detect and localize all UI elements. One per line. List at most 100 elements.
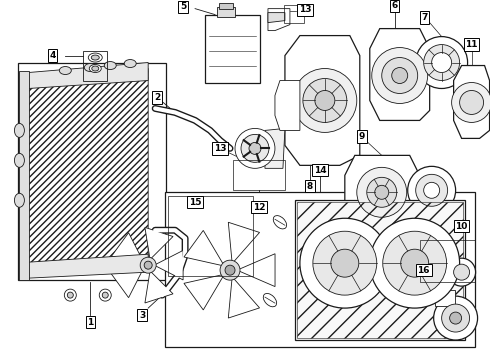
Circle shape [300,218,390,308]
Text: 5: 5 [180,2,186,11]
Text: 9: 9 [359,132,365,141]
Text: 6: 6 [392,1,398,10]
Polygon shape [275,81,300,130]
Circle shape [249,143,261,154]
Bar [219,3,233,9]
Text: 12: 12 [253,203,265,212]
Ellipse shape [263,293,277,307]
Circle shape [303,78,347,122]
Text: 15: 15 [189,198,201,207]
Ellipse shape [14,123,24,138]
Polygon shape [345,156,419,230]
Circle shape [370,218,460,308]
Bar [165,192,475,347]
Circle shape [313,231,377,295]
Ellipse shape [104,62,116,69]
Circle shape [450,312,462,324]
Bar [20,71,29,280]
Circle shape [383,231,447,295]
Polygon shape [145,228,173,260]
Circle shape [375,185,389,199]
Circle shape [67,292,74,298]
Circle shape [220,260,240,280]
Bar [19,63,166,280]
Text: 8: 8 [307,182,313,191]
Circle shape [315,90,335,111]
Ellipse shape [14,153,24,167]
Circle shape [144,261,152,269]
Circle shape [357,167,407,217]
Ellipse shape [88,53,102,62]
Circle shape [293,68,357,132]
Text: 13: 13 [214,144,226,153]
Ellipse shape [84,63,96,72]
Circle shape [382,58,417,94]
Ellipse shape [91,55,99,60]
Circle shape [424,45,460,81]
Polygon shape [268,9,290,31]
Circle shape [235,129,275,168]
Circle shape [241,134,269,162]
Polygon shape [285,36,360,165]
Circle shape [452,82,490,122]
Circle shape [416,37,467,89]
Text: 11: 11 [466,40,478,49]
Polygon shape [370,28,430,121]
Ellipse shape [273,216,287,229]
Circle shape [434,296,478,340]
Bar [297,202,463,338]
Polygon shape [228,277,260,318]
Circle shape [441,304,469,332]
Circle shape [448,258,476,286]
Text: 13: 13 [298,5,311,14]
Circle shape [102,292,108,298]
Polygon shape [145,271,173,303]
Circle shape [99,289,111,301]
Polygon shape [154,251,183,280]
Bar [435,290,455,306]
Polygon shape [454,66,490,138]
Circle shape [331,249,359,277]
Polygon shape [111,233,144,262]
Text: 10: 10 [455,222,468,231]
Ellipse shape [14,193,24,207]
Bar [205,15,260,82]
Circle shape [416,174,448,206]
Polygon shape [265,129,285,168]
Circle shape [424,182,440,198]
Text: 7: 7 [421,13,428,22]
Polygon shape [28,68,148,272]
Bar [419,240,475,282]
Text: 4: 4 [49,51,55,60]
Circle shape [392,68,408,84]
Ellipse shape [92,66,99,71]
Polygon shape [28,254,148,278]
Ellipse shape [89,64,101,72]
Bar [295,200,465,340]
Bar [83,50,107,81]
Bar [168,196,253,276]
Polygon shape [28,63,148,89]
Text: 1: 1 [87,318,94,327]
Ellipse shape [59,67,72,75]
Polygon shape [228,222,260,264]
Bar [233,160,285,190]
Circle shape [64,289,76,301]
Circle shape [225,265,235,275]
Circle shape [454,264,469,280]
Text: 16: 16 [417,266,430,275]
Circle shape [460,90,484,114]
Circle shape [140,257,156,273]
Circle shape [408,166,456,214]
Circle shape [367,177,397,207]
Polygon shape [111,269,144,298]
Text: 3: 3 [139,311,146,320]
Ellipse shape [124,59,136,68]
Polygon shape [237,254,275,287]
Polygon shape [184,274,224,310]
Text: 14: 14 [314,166,326,175]
Circle shape [432,53,452,72]
Circle shape [401,249,429,277]
Polygon shape [268,13,285,23]
Text: 2: 2 [154,93,160,102]
